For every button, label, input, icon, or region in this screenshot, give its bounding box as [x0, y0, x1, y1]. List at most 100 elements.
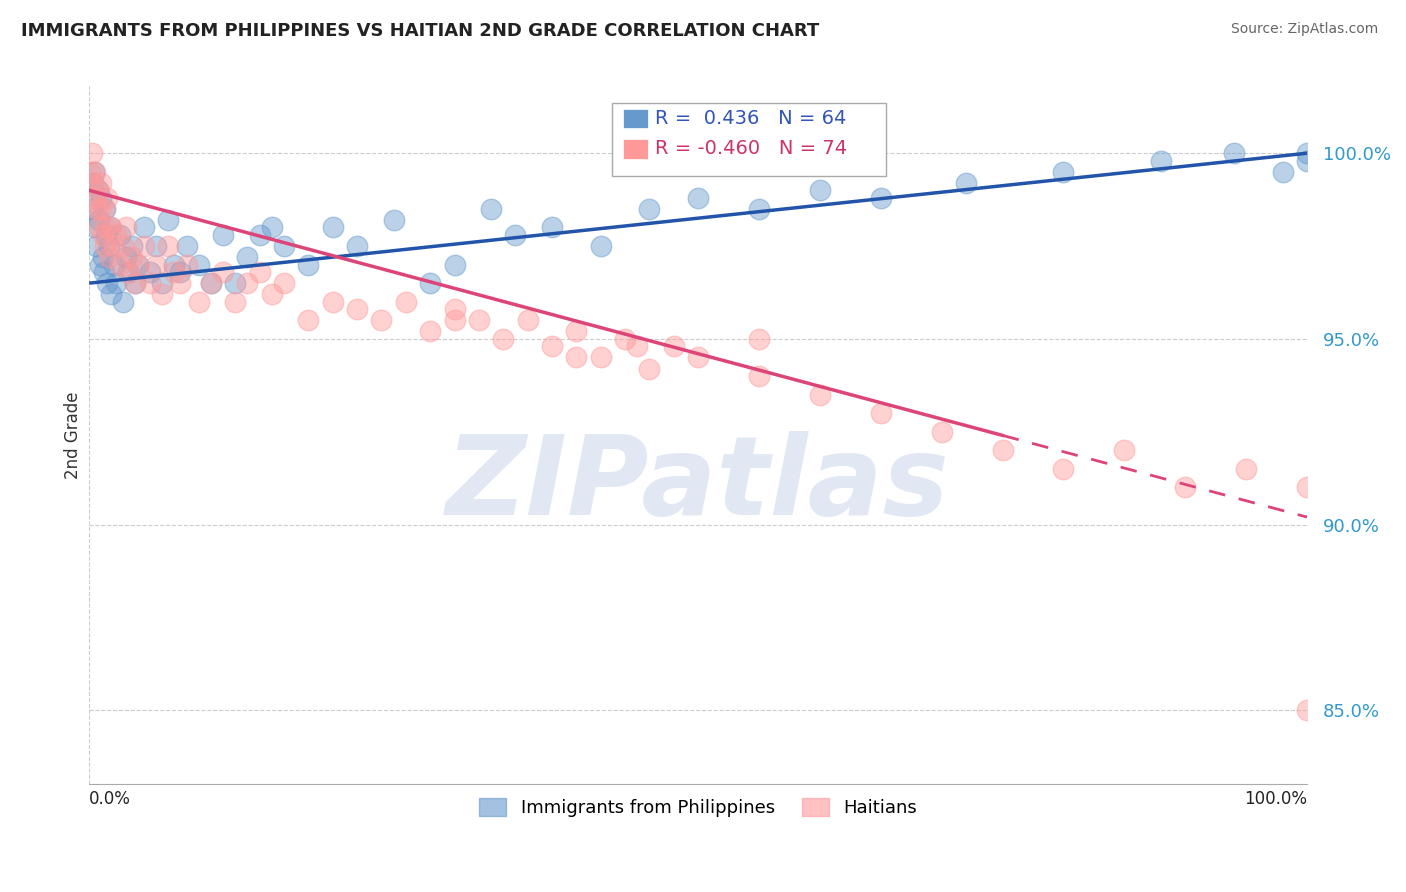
Point — [97, 250, 120, 264]
Point — [589, 351, 612, 365]
Point — [273, 276, 295, 290]
Point — [1296, 703, 1319, 717]
Point — [1223, 146, 1246, 161]
Point — [322, 294, 344, 309]
Point — [90, 176, 112, 190]
Point — [638, 361, 661, 376]
Point — [297, 313, 319, 327]
Point — [419, 325, 441, 339]
Point — [121, 239, 143, 253]
Point — [103, 239, 125, 253]
Point — [121, 250, 143, 264]
Point — [163, 258, 186, 272]
Point — [638, 202, 661, 216]
Point — [94, 202, 117, 216]
Point — [187, 294, 209, 309]
Point — [139, 276, 162, 290]
Point — [565, 325, 588, 339]
Point — [626, 339, 648, 353]
Text: Source: ZipAtlas.com: Source: ZipAtlas.com — [1230, 22, 1378, 37]
Point — [93, 202, 115, 216]
Point — [748, 369, 770, 384]
Point — [87, 220, 110, 235]
Point — [748, 202, 770, 216]
Point — [87, 213, 110, 227]
Point — [96, 220, 118, 235]
Point — [236, 250, 259, 264]
Point — [83, 191, 105, 205]
Point — [200, 276, 222, 290]
Point — [84, 165, 107, 179]
Point — [516, 313, 538, 327]
Point — [114, 250, 136, 264]
Text: R = -0.460   N = 74: R = -0.460 N = 74 — [655, 139, 848, 159]
Point — [443, 258, 465, 272]
Point — [112, 294, 135, 309]
Point — [84, 220, 107, 235]
Point — [955, 176, 977, 190]
Point — [187, 258, 209, 272]
Point — [86, 239, 108, 253]
Point — [1271, 165, 1294, 179]
Point — [157, 239, 180, 253]
Point — [395, 294, 418, 309]
Point — [808, 183, 831, 197]
Point — [127, 258, 149, 272]
Point — [132, 220, 155, 235]
Point — [991, 443, 1014, 458]
Point — [236, 276, 259, 290]
Point — [662, 339, 685, 353]
Point — [82, 176, 104, 190]
Point — [346, 302, 368, 317]
Point — [479, 202, 502, 216]
Point — [169, 265, 191, 279]
Point — [145, 239, 167, 253]
Point — [249, 227, 271, 242]
Point — [163, 265, 186, 279]
Point — [200, 276, 222, 290]
Point — [157, 213, 180, 227]
Point — [104, 276, 127, 290]
Point — [94, 239, 117, 253]
Point — [80, 202, 103, 216]
Point — [89, 258, 111, 272]
Point — [100, 287, 122, 301]
Point — [1234, 462, 1257, 476]
Point — [869, 406, 891, 420]
Point — [419, 276, 441, 290]
Point — [98, 220, 121, 235]
Point — [86, 183, 108, 197]
Point — [104, 227, 127, 242]
Point — [748, 332, 770, 346]
Point — [124, 276, 146, 290]
Point — [931, 425, 953, 439]
Point — [80, 146, 103, 161]
Point — [614, 332, 637, 346]
Point — [1174, 480, 1197, 494]
Point — [273, 239, 295, 253]
Point — [97, 239, 120, 253]
Point — [96, 227, 118, 242]
Point — [1114, 443, 1136, 458]
Point — [145, 258, 167, 272]
Point — [1296, 146, 1319, 161]
Point — [117, 265, 139, 279]
Point — [117, 265, 139, 279]
Text: 0.0%: 0.0% — [89, 790, 131, 808]
Point — [96, 191, 118, 205]
Point — [688, 351, 710, 365]
Point — [370, 313, 392, 327]
Point — [1052, 165, 1074, 179]
Point — [150, 287, 173, 301]
Point — [249, 265, 271, 279]
Point — [176, 239, 198, 253]
Point — [132, 239, 155, 253]
Point — [589, 239, 612, 253]
Point — [541, 220, 564, 235]
Point — [83, 165, 105, 179]
Text: ZIPatlas: ZIPatlas — [446, 431, 950, 538]
Text: IMMIGRANTS FROM PHILIPPINES VS HAITIAN 2ND GRADE CORRELATION CHART: IMMIGRANTS FROM PHILIPPINES VS HAITIAN 2… — [21, 22, 820, 40]
Point — [492, 332, 515, 346]
Point — [103, 258, 125, 272]
Legend: Immigrants from Philippines, Haitians: Immigrants from Philippines, Haitians — [472, 790, 924, 824]
